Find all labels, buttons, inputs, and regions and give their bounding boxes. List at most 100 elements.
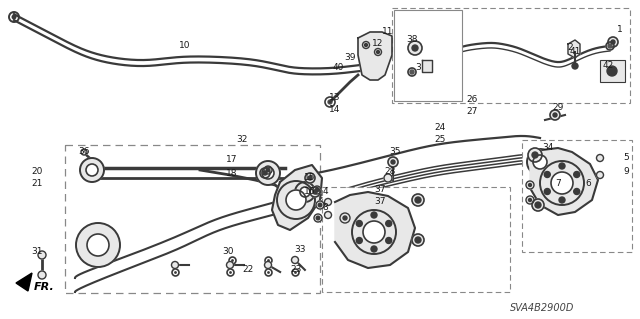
Text: 20: 20 [31,167,43,176]
Circle shape [328,100,332,104]
Circle shape [611,40,615,44]
Circle shape [286,190,306,210]
Circle shape [544,172,550,177]
Circle shape [363,221,385,243]
Polygon shape [422,60,432,72]
Circle shape [38,251,46,259]
Text: 39: 39 [344,54,356,63]
Circle shape [391,160,395,164]
Circle shape [386,220,392,226]
Circle shape [262,167,274,179]
Text: 34: 34 [542,144,554,152]
Text: 2: 2 [567,43,573,53]
Circle shape [551,172,573,194]
Text: 12: 12 [372,40,384,48]
Text: 26: 26 [467,95,477,105]
Circle shape [526,196,534,204]
Circle shape [80,158,104,182]
Circle shape [412,234,424,246]
Text: 32: 32 [236,136,248,145]
Text: 33: 33 [294,246,306,255]
Polygon shape [530,148,598,215]
Circle shape [376,50,380,54]
Circle shape [76,223,120,267]
Text: 35: 35 [389,147,401,157]
Circle shape [535,202,541,208]
Circle shape [532,199,544,211]
Polygon shape [272,165,322,230]
Text: 30: 30 [222,248,234,256]
Polygon shape [358,32,392,80]
Circle shape [596,154,604,161]
Circle shape [573,189,580,195]
Circle shape [356,220,362,226]
Circle shape [408,68,416,76]
Circle shape [266,168,270,172]
Circle shape [540,161,584,205]
Text: 4: 4 [322,188,328,197]
Circle shape [356,238,362,243]
Text: 38: 38 [406,35,418,44]
Text: 15: 15 [304,174,316,182]
Text: 37: 37 [374,186,386,195]
Text: 24: 24 [435,123,445,132]
Text: 21: 21 [31,180,43,189]
Circle shape [87,234,109,256]
Circle shape [365,43,367,47]
Circle shape [559,197,565,203]
Text: 28: 28 [384,167,396,176]
Circle shape [300,187,310,197]
Text: 42: 42 [602,61,614,70]
Circle shape [310,187,320,197]
Text: 13: 13 [329,93,340,102]
Circle shape [324,211,332,219]
Text: 37: 37 [374,197,386,206]
Circle shape [533,155,547,169]
Text: 11: 11 [382,27,394,36]
Text: 6: 6 [585,179,591,188]
Circle shape [12,14,17,19]
Circle shape [313,186,321,194]
Text: 18: 18 [227,168,237,177]
Circle shape [305,173,315,183]
Circle shape [596,172,604,179]
Bar [322,187,510,292]
Circle shape [340,213,350,223]
Text: 9: 9 [623,167,629,176]
Circle shape [573,172,580,177]
Circle shape [38,271,46,279]
Circle shape [318,203,322,207]
Bar [522,140,632,252]
Bar [392,8,630,103]
Circle shape [415,237,421,243]
Polygon shape [568,40,580,58]
Circle shape [384,174,392,182]
Circle shape [408,41,422,55]
Text: SVA4B2900D: SVA4B2900D [510,303,574,313]
Bar [600,60,625,82]
Circle shape [264,262,271,269]
Bar [65,145,320,293]
Circle shape [528,148,542,162]
Circle shape [316,201,324,209]
Circle shape [81,149,87,155]
Circle shape [314,214,322,222]
Circle shape [263,171,267,175]
Circle shape [529,198,531,202]
Circle shape [324,198,332,205]
Text: 27: 27 [467,108,477,116]
Circle shape [526,181,534,189]
Text: 10: 10 [179,41,191,49]
Text: 36: 36 [78,147,90,157]
Text: 14: 14 [330,106,340,115]
Text: 1: 1 [617,26,623,34]
Circle shape [308,176,312,180]
Circle shape [410,70,414,74]
Bar [394,10,462,101]
Circle shape [264,166,272,174]
Circle shape [553,113,557,117]
Circle shape [371,212,377,218]
Text: 25: 25 [435,136,445,145]
Circle shape [386,238,392,243]
Circle shape [544,189,550,195]
